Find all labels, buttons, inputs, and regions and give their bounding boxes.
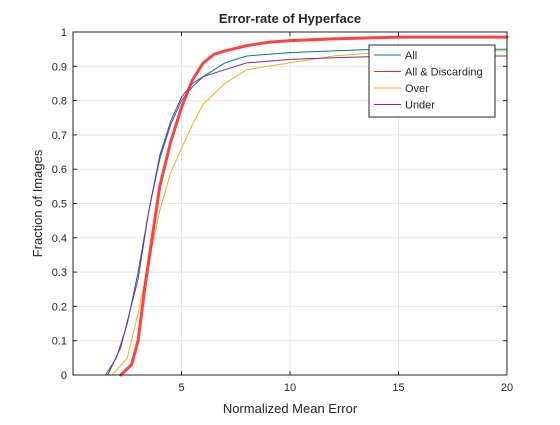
- chart-title: Error-rate of Hyperface: [219, 11, 361, 26]
- x-axis-label: Normalized Mean Error: [223, 401, 358, 416]
- y-tick-label: 0.6: [52, 164, 67, 176]
- y-tick-label: 0.1: [52, 336, 67, 348]
- y-tick-label: 0.2: [52, 301, 67, 313]
- series-line-all-discarding: [119, 35, 509, 377]
- x-tick-label: 20: [501, 382, 513, 394]
- y-tick-label: 0.7: [52, 130, 67, 142]
- x-tick-label: 5: [178, 382, 184, 394]
- series-layer: [105, 35, 509, 377]
- y-tick-label: 0.9: [52, 61, 67, 73]
- x-tick-label: 15: [392, 382, 404, 394]
- legend-label: Over: [405, 83, 429, 95]
- legend-label: All & Discarding: [405, 67, 483, 79]
- x-tick-label: 10: [284, 382, 296, 394]
- legend: All All & Discarding Over Under: [368, 44, 496, 118]
- y-tick-label: 0.5: [52, 199, 67, 211]
- y-tick-label: 1: [61, 27, 67, 39]
- series-line-all: [105, 48, 508, 376]
- y-tick-label: 0.3: [52, 267, 67, 279]
- y-tick-label: 0.8: [52, 96, 67, 108]
- y-tick-label: 0.4: [52, 233, 67, 245]
- y-axis-label: Fraction of Images: [30, 149, 45, 257]
- legend-label: Under: [405, 100, 435, 112]
- legend-label: All: [405, 50, 417, 62]
- y-tick-label: 0: [61, 370, 67, 382]
- series-line-under: [107, 55, 508, 376]
- tick-layer: 00.10.20.30.40.50.60.70.80.915 10 15 20: [52, 27, 513, 394]
